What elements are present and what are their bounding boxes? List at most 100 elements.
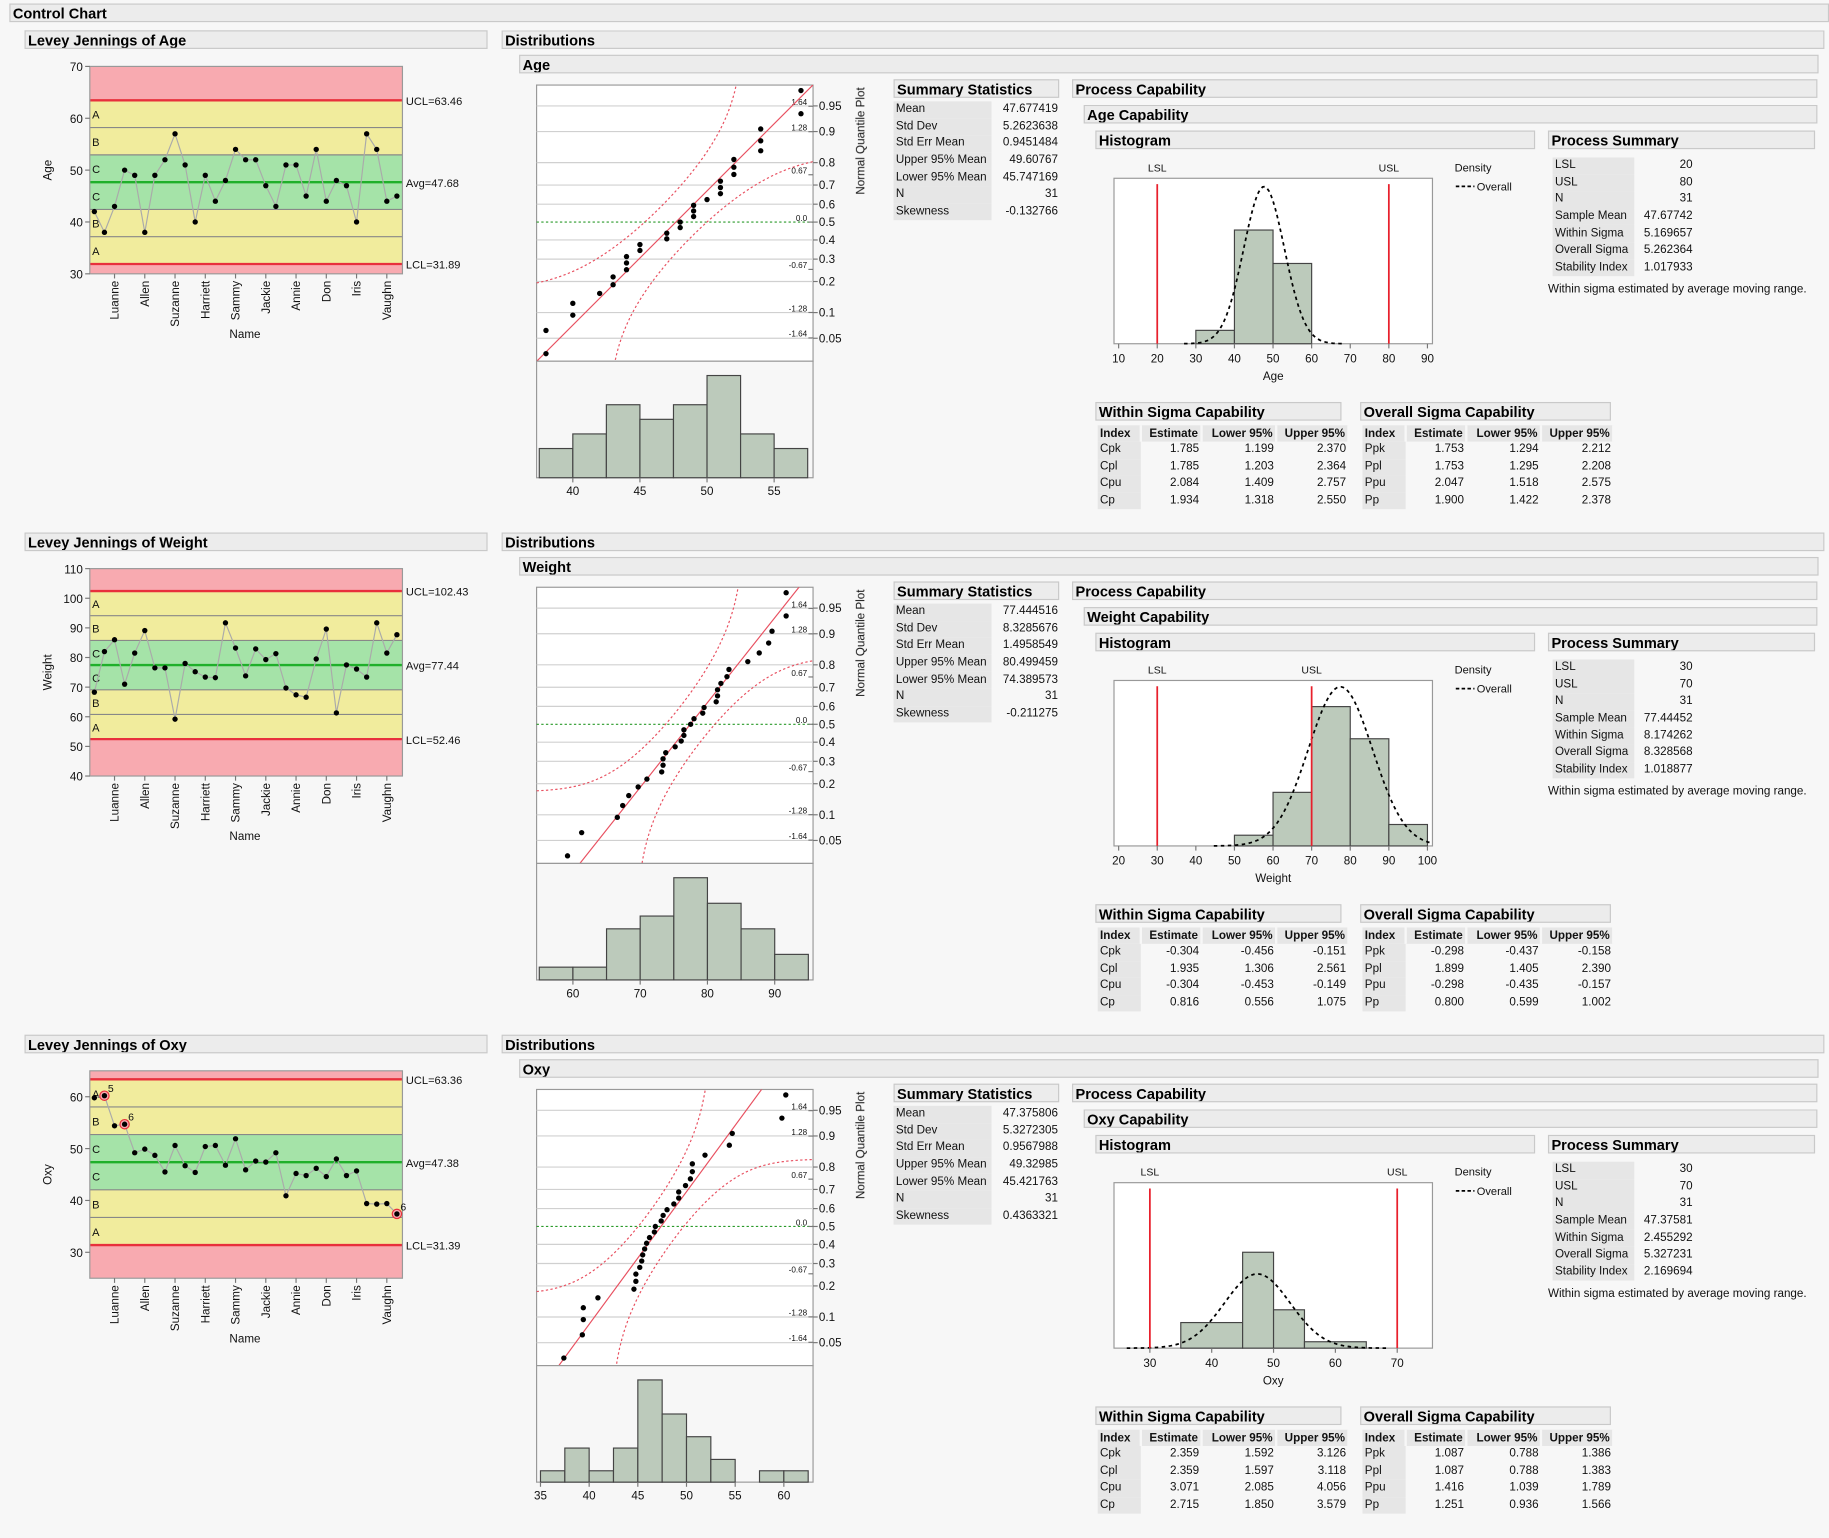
index-value: 0.800 xyxy=(1434,996,1464,1010)
distributions-header[interactable]: Distributions xyxy=(501,532,1825,552)
row-label: USL xyxy=(1552,676,1635,694)
summary-statistics-header[interactable]: Summary Statistics xyxy=(893,581,1060,601)
quantile-point xyxy=(718,680,724,687)
data-point xyxy=(91,689,98,695)
within-sigma-capability-header[interactable]: Within Sigma Capability xyxy=(1095,904,1342,923)
process-summary-header[interactable]: Process Summary xyxy=(1547,632,1816,652)
quantile-plot-frame xyxy=(536,1088,814,1367)
process-capability-header[interactable]: Process Capability xyxy=(1072,79,1818,98)
usl-label: USL xyxy=(1301,665,1322,676)
row-value: 2.169694 xyxy=(1643,1265,1693,1279)
column-header[interactable]: Lower 95% xyxy=(1201,425,1278,442)
index-value: -0.435 xyxy=(1505,979,1539,993)
lcl-label: LCL=31.89 xyxy=(406,260,460,272)
column-header[interactable]: Estimate xyxy=(1405,1429,1468,1447)
index-value: 1.318 xyxy=(1244,494,1274,507)
row-value: 49.60767 xyxy=(1009,153,1059,167)
process-capability-header[interactable]: Process Capability xyxy=(1072,581,1818,601)
data-point xyxy=(202,674,208,680)
capability-histogram-bar xyxy=(1388,823,1429,847)
x-tick-label: 20 xyxy=(1151,352,1164,365)
zone-label: C xyxy=(92,1144,100,1156)
variable-capability-header[interactable]: Weight Capability xyxy=(1083,607,1818,626)
column-header[interactable]: Estimate xyxy=(1140,425,1203,442)
column-header[interactable]: Lower 95% xyxy=(1466,425,1543,442)
index-value: 1.294 xyxy=(1509,443,1539,456)
distributions-header[interactable]: Distributions xyxy=(501,30,1825,49)
data-point xyxy=(91,1095,98,1101)
column-header[interactable]: Index xyxy=(1097,1429,1143,1447)
index-name: Cpk xyxy=(1097,943,1141,961)
process-summary-header[interactable]: Process Summary xyxy=(1547,130,1816,150)
table-row: Overall Sigma 8.328568 xyxy=(1552,744,1695,762)
capability-histogram-bar xyxy=(1272,1309,1306,1349)
control-chart-title[interactable]: Levey Jennings of Weight xyxy=(24,532,488,552)
control-chart-title[interactable]: Levey Jennings of Age xyxy=(24,30,488,49)
index-value: 0.599 xyxy=(1509,996,1539,1010)
column-header[interactable]: Estimate xyxy=(1140,1429,1203,1447)
overall-sigma-capability-header[interactable]: Overall Sigma Capability xyxy=(1360,401,1611,421)
quantile-point xyxy=(651,1229,658,1235)
control-chart-header[interactable]: Control Chart xyxy=(9,3,1829,23)
column-header[interactable]: Upper 95% xyxy=(1540,425,1615,442)
row-label: Upper 95% Mean xyxy=(893,152,992,170)
probability-tick-label: 0.2 xyxy=(819,1280,835,1293)
data-point xyxy=(303,1172,309,1179)
y-tick-label: 70 xyxy=(70,682,83,695)
variable-header[interactable]: Age xyxy=(519,54,1819,74)
row-label: Std Err Mean xyxy=(893,135,992,153)
row-label: Std Dev xyxy=(893,620,992,638)
y-tick-label: 30 xyxy=(70,1247,83,1260)
column-header[interactable]: Lower 95% xyxy=(1201,1429,1278,1447)
column-header[interactable]: Upper 95% xyxy=(1540,1429,1615,1447)
column-header[interactable]: Lower 95% xyxy=(1466,1429,1543,1447)
z-tick-label: 1.64 xyxy=(791,600,807,609)
table-row: Lower 95% Mean 74.389573 xyxy=(893,671,1061,689)
within-sigma-capability-header[interactable]: Within Sigma Capability xyxy=(1095,401,1342,421)
column-header[interactable]: Estimate xyxy=(1405,927,1468,944)
column-header[interactable]: Index xyxy=(1362,425,1407,442)
variable-capability-header[interactable]: Oxy Capability xyxy=(1083,1109,1818,1128)
within-sigma-capability-header[interactable]: Within Sigma Capability xyxy=(1095,1406,1342,1426)
quantile-point xyxy=(664,236,670,242)
histogram-header[interactable]: Histogram xyxy=(1095,1134,1536,1154)
quantile-point xyxy=(646,1234,653,1241)
variable-header[interactable]: Oxy xyxy=(519,1059,1819,1078)
data-point xyxy=(91,208,98,215)
histogram-bar xyxy=(572,966,608,981)
column-header[interactable]: Index xyxy=(1362,1429,1407,1447)
column-header[interactable]: Estimate xyxy=(1405,425,1468,442)
data-point xyxy=(363,674,370,680)
column-header[interactable]: Upper 95% xyxy=(1540,927,1615,944)
histogram-header[interactable]: Histogram xyxy=(1095,632,1536,652)
summary-statistics-header[interactable]: Summary Statistics xyxy=(893,1083,1060,1103)
control-chart-title[interactable]: Levey Jennings of Oxy xyxy=(24,1034,488,1054)
distributions-header[interactable]: Distributions xyxy=(501,1034,1825,1054)
column-header[interactable]: Estimate xyxy=(1140,927,1203,944)
index-value: 1.935 xyxy=(1169,962,1200,976)
column-header[interactable]: Upper 95% xyxy=(1276,1429,1350,1447)
summary-statistics-header[interactable]: Summary Statistics xyxy=(893,79,1060,98)
column-header[interactable]: Lower 95% xyxy=(1466,927,1543,944)
process-summary-header[interactable]: Process Summary xyxy=(1547,1134,1816,1154)
column-header[interactable]: Lower 95% xyxy=(1201,927,1278,944)
overall-sigma-capability-header[interactable]: Overall Sigma Capability xyxy=(1360,904,1611,923)
table-row: Cpl 2.359 1.597 3.118 xyxy=(1097,1463,1349,1481)
column-header[interactable]: Index xyxy=(1362,927,1407,944)
histogram-header[interactable]: Histogram xyxy=(1095,130,1536,150)
row-label: N xyxy=(1552,693,1635,711)
overall-sigma-capability-header[interactable]: Overall Sigma Capability xyxy=(1360,1406,1611,1426)
table-row: Cp 0.816 0.556 1.075 xyxy=(1097,994,1349,1012)
variable-header[interactable]: Weight xyxy=(519,556,1819,576)
process-capability-header[interactable]: Process Capability xyxy=(1072,1083,1818,1103)
data-point xyxy=(313,656,319,662)
column-header[interactable]: Upper 95% xyxy=(1276,927,1350,944)
quantile-axis-label: Normal Quantile Plot xyxy=(854,1091,867,1199)
column-header[interactable]: Index xyxy=(1097,425,1143,442)
column-header[interactable]: Index xyxy=(1097,927,1143,944)
variable-capability-header[interactable]: Age Capability xyxy=(1083,104,1818,124)
capability-histogram-bar xyxy=(1180,1321,1244,1349)
x-tick-label: 20 xyxy=(1112,855,1125,868)
table-row: Ppu 1.416 1.039 1.789 xyxy=(1362,1480,1613,1498)
column-header[interactable]: Upper 95% xyxy=(1276,425,1350,442)
